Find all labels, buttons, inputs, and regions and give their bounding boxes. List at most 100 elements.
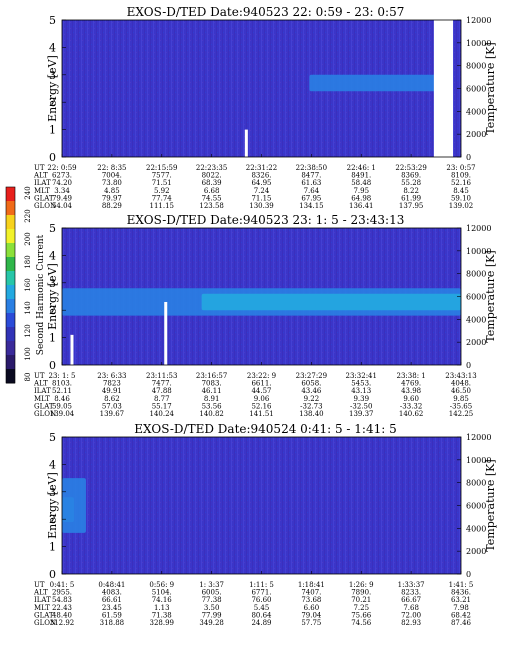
orbit-cell: 59.05 xyxy=(52,402,72,410)
y2-tick-label: 12000 xyxy=(466,224,491,233)
orbit-row-label: ILAT xyxy=(34,387,51,395)
orbit-cell: 1:11: 5 xyxy=(249,581,274,589)
y2-tick-label: 2000 xyxy=(466,130,486,139)
spectrogram-background xyxy=(62,437,461,574)
orbit-cell: 22:15:59 xyxy=(146,164,177,172)
orbit-cell: 68.42 xyxy=(451,611,471,619)
orbit-cell: 22:46: 1 xyxy=(347,164,376,172)
orbit-cell: 77.74 xyxy=(152,194,173,202)
orbit-cell: 7890. xyxy=(351,589,371,597)
orbit-cell: 43.98 xyxy=(401,387,421,395)
y-tick-label: 1 xyxy=(49,541,56,554)
colorbar-swatch xyxy=(6,369,15,384)
orbit-cell: 74.56 xyxy=(351,619,372,627)
orbit-cell: 64.98 xyxy=(351,194,371,202)
orbit-cell: 138.40 xyxy=(299,410,324,418)
orbit-cell: 328.99 xyxy=(150,619,175,627)
orbit-cell: 53.56 xyxy=(202,402,223,410)
y-tick-label: 1 xyxy=(49,124,56,137)
orbit-cell: 4769. xyxy=(401,380,421,388)
orbit-row-label: ILAT xyxy=(34,596,51,604)
orbit-cell: 6005. xyxy=(202,589,222,597)
orbit-cell: 61.99 xyxy=(401,194,421,202)
orbit-cell: 43.13 xyxy=(351,387,371,395)
orbit-cell: 9.85 xyxy=(453,395,469,403)
orbit-row-label: UT xyxy=(34,581,45,589)
orbit-cell: 22:38:50 xyxy=(296,164,327,172)
orbit-cell: 7004. xyxy=(102,172,122,180)
orbit-cell: 23:22: 9 xyxy=(247,372,276,380)
colorbar-swatch xyxy=(6,215,15,230)
orbit-cell: 52.11 xyxy=(52,387,72,395)
y-tick-label: 5 xyxy=(49,222,56,235)
orbit-cell: 73.80 xyxy=(102,179,122,187)
orbit-cell: 5104. xyxy=(152,589,172,597)
y2-axis-label: Temperature [K] xyxy=(484,250,497,342)
orbit-cell: 74.20 xyxy=(52,179,72,187)
colorbar-tick-label: 120 xyxy=(24,324,32,337)
panel-title: EXOS-D/TED Date:940524 0:41: 5 - 1:41: 5 xyxy=(134,422,396,436)
colorbar-swatch xyxy=(6,313,15,328)
orbit-cell: 54.04 xyxy=(52,202,73,210)
panel-title: EXOS-D/TED Date:940523 22: 0:59 - 23: 0:… xyxy=(127,5,405,19)
orbit-cell: 23: 0:57 xyxy=(446,164,475,172)
colorbar-swatch xyxy=(6,355,15,370)
orbit-cell: 8.22 xyxy=(403,187,419,195)
y2-tick-label: 12000 xyxy=(466,16,491,25)
orbit-row-label: ILAT xyxy=(34,179,51,187)
orbit-cell: 8109. xyxy=(451,172,471,180)
orbit-cell: 349.28 xyxy=(199,619,224,627)
orbit-cell: 79.97 xyxy=(102,194,122,202)
orbit-cell: 8477. xyxy=(301,172,321,180)
colorbar-tick-label: 180 xyxy=(24,255,32,268)
orbit-cell: 66.67 xyxy=(401,596,421,604)
orbit-cell: 0:48:41 xyxy=(98,581,125,589)
data-gap xyxy=(433,20,454,157)
data-spike xyxy=(164,301,168,365)
y2-tick-label: 2000 xyxy=(466,338,486,347)
orbit-cell: 7477. xyxy=(152,380,172,388)
colorbar-swatch xyxy=(6,187,15,202)
colorbar-swatch xyxy=(6,257,15,272)
orbit-cell: 7083. xyxy=(202,380,222,388)
spectrogram-panel-1: EXOS-D/TED Date:940523 22: 0:59 - 23: 0:… xyxy=(33,5,497,210)
colorbar-swatch xyxy=(6,243,15,258)
y2-tick-label: 2000 xyxy=(466,547,486,556)
spectrogram-panel-2: EXOS-D/TED Date:940523 23: 1: 5 - 23:43:… xyxy=(33,213,497,418)
orbit-cell: 72.00 xyxy=(401,611,421,619)
orbit-cell: 141.51 xyxy=(249,410,274,418)
y2-tick-label: 4000 xyxy=(466,315,486,324)
y-tick-label: 0 xyxy=(49,568,56,581)
colorbar-frame xyxy=(5,186,16,384)
y2-axis-label: Temperature [K] xyxy=(484,42,497,134)
orbit-cell: 23:27:29 xyxy=(296,372,327,380)
y2-tick-label: 0 xyxy=(466,361,471,370)
orbit-cell: 136.41 xyxy=(349,202,374,210)
colorbar-tick-label: 140 xyxy=(24,301,32,314)
y2-tick-label: 6000 xyxy=(466,85,486,94)
orbit-cell: 6611. xyxy=(251,380,271,388)
orbit-cell: 8233. xyxy=(401,589,421,597)
orbit-cell: 7.64 xyxy=(304,187,320,195)
colorbar-swatch xyxy=(6,341,15,356)
orbit-cell: 7.68 xyxy=(403,604,419,612)
colorbar-tick-label: 240 xyxy=(24,186,32,199)
orbit-row-label: ALT xyxy=(33,589,48,597)
orbit-cell: 64.95 xyxy=(251,179,271,187)
orbit-cell: 9.60 xyxy=(403,395,419,403)
orbit-cell: 1:33:37 xyxy=(398,581,425,589)
orbit-cell: 71.15 xyxy=(251,194,271,202)
panel-title: EXOS-D/TED Date:940523 23: 1: 5 - 23:43:… xyxy=(127,213,405,227)
orbit-cell: 59.10 xyxy=(451,194,471,202)
colorbar-swatch xyxy=(6,201,15,216)
orbit-cell: 3.34 xyxy=(54,187,70,195)
orbit-cell: 140.82 xyxy=(199,410,224,418)
colorbar-swatch xyxy=(6,299,15,314)
orbit-row-label: ALT xyxy=(33,380,48,388)
colorbar-tick-label: 160 xyxy=(24,278,32,291)
orbit-cell: 57.03 xyxy=(102,402,122,410)
orbit-cell: 134.15 xyxy=(299,202,324,210)
orbit-cell: 6273. xyxy=(52,172,72,180)
orbit-cell: 8103. xyxy=(52,380,72,388)
y-tick-label: 5 xyxy=(49,14,56,27)
